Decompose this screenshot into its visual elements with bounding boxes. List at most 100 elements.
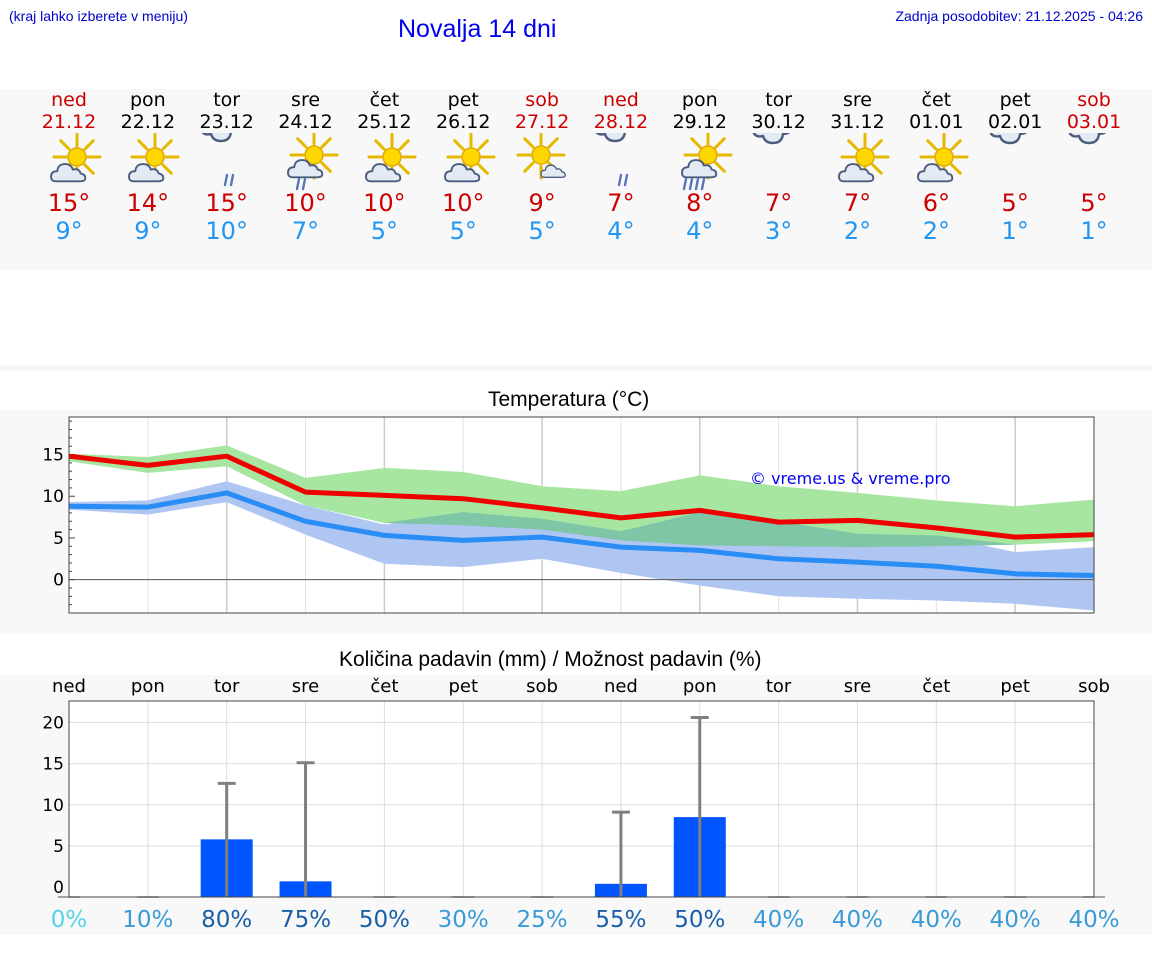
max-temperature: 7° [843,189,872,217]
max-temperature: 7° [765,189,793,217]
location-hint: (kraj lahko izberete v meniju) [9,8,188,24]
sun-cloud-icon [424,133,503,193]
min-temperature: 10° [205,217,248,245]
y-tick-label: 0 [53,571,64,591]
day-name: sob [1077,89,1111,111]
cloud-icon [739,133,818,193]
day-name: čet [921,89,952,111]
max-temperature: 15° [47,189,91,217]
day-name: ned [51,89,87,111]
temperature-chart: 0 5 10 15 © vreme.us & vreme.pro [42,416,1095,614]
y-tick-label: 10 [42,796,64,816]
y-tick-label: 15 [42,446,64,466]
day-date: 02.01 [987,111,1043,133]
precipitation-probability: 10% [122,907,173,933]
max-temperature: 5° [1001,189,1029,217]
separator-band [0,365,1152,371]
plot-frame [68,416,1095,614]
sun-cloud-icon [897,133,976,193]
precipitation-probability: 40% [753,907,804,933]
day-column: pon 22.12 14° 9° [108,89,187,245]
temperature-chart-title: Temperatura (°C) [488,388,650,411]
min-temperature: 9° [134,217,162,245]
category-label: pon [683,676,717,697]
day-date: 24.12 [278,111,333,133]
day-name: pon [681,89,718,111]
max-temperature: 7° [607,189,635,217]
day-name: sre [291,89,321,111]
day-column: pet 26.12 10° 5° [424,89,503,245]
day-date: 21.12 [41,111,97,133]
min-temperature: 5° [528,217,556,245]
category-label: tor [766,676,792,697]
day-name: tor [213,89,241,111]
min-temperature: 5° [370,217,399,245]
min-temperature: 5° [449,217,477,245]
sun-cloud-icon [818,133,897,193]
day-name: čet [369,89,400,111]
day-column: čet 25.12 10° 5° [345,89,424,245]
forecast-band [0,89,1152,270]
precipitation-probability: 25% [517,907,568,933]
precipitation-probability: 55% [595,907,646,933]
day-name: sob [525,89,559,111]
max-temperature: 5° [1080,189,1108,217]
precipitation-chart: ned pon tor sre čet pet sob ned pon tor sre čet pet s… [42,676,1119,933]
day-column: pet 02.01 5° 1° [976,89,1055,245]
category-label: pon [131,676,165,697]
day-date: 26.12 [436,111,491,133]
max-temperature: 6° [922,189,950,217]
day-date: 30.12 [751,111,806,133]
min-temperature: 1° [1080,217,1108,245]
category-label: ned [604,676,638,697]
day-date: 03.01 [1066,111,1122,133]
y-tick-label: 5 [53,837,64,857]
day-name: tor [765,89,793,111]
y-tick-label: 15 [42,755,64,775]
max-temperature: 10° [363,189,406,217]
min-temperature: 9° [55,217,83,245]
day-name: ned [603,89,639,111]
precipitation-probability: 30% [438,907,489,933]
day-name: sre [843,89,872,111]
precipitation-probability: 40% [911,907,962,933]
category-label: čet [370,676,398,697]
precipitation-probability: 75% [280,907,331,933]
min-temperature: 7° [291,217,320,245]
min-temperature: 3° [765,217,793,245]
category-label: čet [922,676,950,697]
day-column: tor 30.12 7° 3° [739,89,818,245]
day-column: sre 24.12 10° 7° [266,89,345,245]
precipitation-chart-title: Količina padavin (mm) / Možnost padavin … [339,648,762,671]
sun-cloud-heavy-rain-icon [660,133,739,193]
sun-cloud-icon [108,133,187,193]
day-date: 31.12 [830,111,885,133]
day-date: 29.12 [672,111,727,133]
day-date: 22.12 [120,111,176,133]
category-label: sre [292,676,319,697]
precipitation-probability: 0% [51,907,88,933]
day-date: 01.01 [909,111,964,133]
min-temperature-line [68,490,1095,578]
min-temperature: 2° [843,217,872,245]
cloud-icon [976,133,1055,193]
min-temperature: 4° [686,217,714,245]
precipitation-probability: 50% [674,907,725,933]
y-tick-label: 5 [53,529,64,549]
max-temperature: 8° [686,189,714,217]
sun-cloud-icon [30,133,109,193]
day-column: ned 28.12 7° 4° [581,89,660,245]
range-overlap-band [69,461,1094,548]
cloud-rain-icon [187,133,266,193]
min-range-band [69,481,1094,611]
max-temperature: 10° [441,189,485,217]
cloud-icon [1055,133,1134,193]
category-label: tor [214,676,240,697]
day-name: pet [447,89,479,111]
sun-cloud-icon [345,133,424,193]
day-column: sob 27.12 9° 5° [503,89,582,245]
max-temperature: 15° [205,189,248,217]
max-temperature-line [68,453,1095,540]
max-temperature: 10° [284,189,327,217]
page-title: Novalja 14 dni [398,15,557,43]
